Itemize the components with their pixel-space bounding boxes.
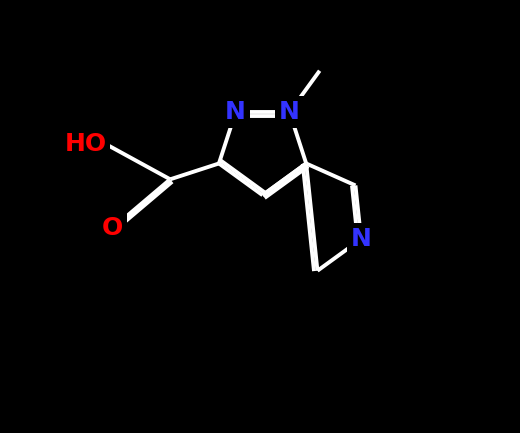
Text: HO: HO [64,132,107,156]
Text: N: N [350,227,371,251]
Text: O: O [102,216,123,240]
Text: N: N [279,100,300,124]
Text: N: N [225,100,246,124]
